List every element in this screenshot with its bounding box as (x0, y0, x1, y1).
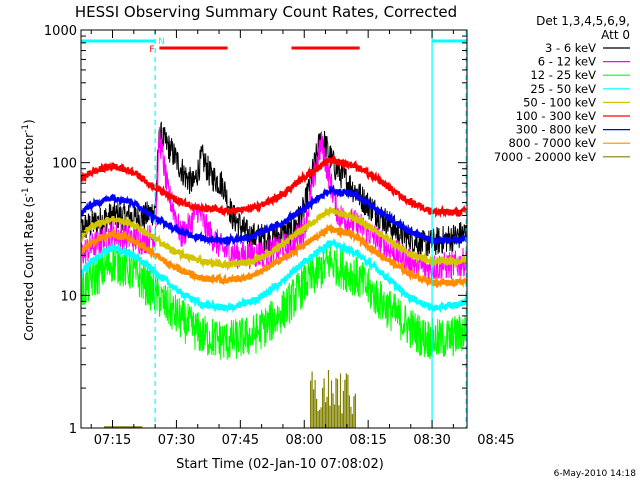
x-tick-label: 08:00 (286, 433, 323, 448)
legend-label: 6 - 12 keV (538, 55, 596, 69)
series-layer (81, 120, 467, 428)
legend-label: 50 - 100 keV (523, 95, 596, 109)
y-axis-label-part: detector (22, 133, 36, 188)
x-tick-label: 08:15 (349, 433, 386, 448)
series-line (81, 237, 467, 314)
y-axis-label-superscript: -1 (21, 187, 31, 196)
x-axis: 07:15 07:30 07:45 08:00 08:15 08:30 08:45 (90, 30, 515, 448)
series-line (81, 206, 467, 272)
legend-label: 800 - 7000 keV (508, 136, 596, 150)
legend-label: 100 - 300 keV (516, 109, 596, 123)
chart-title: HESSI Observing Summary Count Rates, Cor… (75, 3, 457, 21)
annotation-layer: NF (81, 30, 467, 428)
x-tick-label: 07:30 (158, 433, 195, 448)
y-axis-label: Corrected Count Rate (s-1 detector-1) (21, 119, 36, 340)
x-tick-label: 08:45 (477, 433, 514, 448)
legend-label: 3 - 6 keV (545, 41, 596, 55)
legend-label: 12 - 25 keV (530, 68, 596, 82)
x-tick-label: 07:45 (222, 433, 259, 448)
y-axis-label-superscript: -1 (21, 124, 31, 133)
legend-header: Att 0 (601, 28, 630, 42)
y-tick-label: 1 (69, 422, 77, 437)
x-tick-label: 07:15 (94, 433, 131, 448)
y-tick-label: 100 (52, 157, 77, 172)
legend-header: Det 1,3,4,5,6,9, (536, 14, 630, 28)
series-line (81, 184, 467, 248)
flare-marker-label: F (149, 45, 154, 55)
y-axis-label-part: Corrected Count Rate (s (22, 196, 36, 340)
series-line (81, 243, 467, 360)
y-tick-label: 10 (60, 289, 77, 304)
night-marker-label: N (158, 37, 165, 47)
y-axis-label-part: ) (22, 119, 36, 124)
footer-date: 6-May-2010 14:18 (554, 469, 637, 479)
legend-label: 300 - 800 keV (516, 123, 596, 137)
y-axis: 1 10 100 1000 (44, 24, 467, 437)
series-line (81, 223, 467, 289)
plot-frame (80, 29, 468, 429)
x-tick-label: 08:30 (413, 433, 450, 448)
series-line (81, 153, 467, 219)
x-axis-label: Start Time (02-Jan-10 07:08:02) (176, 457, 384, 472)
legend-label: 7000 - 20000 keV (494, 150, 596, 164)
series-line (310, 370, 356, 428)
series-line (81, 127, 467, 282)
legend-label: 25 - 50 keV (530, 82, 596, 96)
y-tick-label: 1000 (44, 24, 77, 39)
